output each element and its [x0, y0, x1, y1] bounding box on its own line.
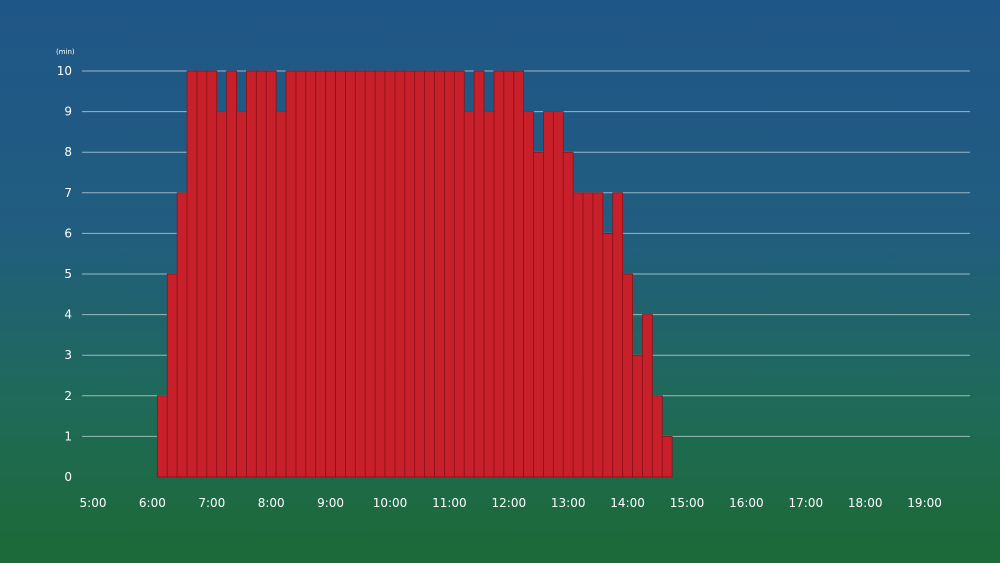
bar-1215 — [523, 111, 534, 478]
x-tick-label: 5:00 — [80, 496, 107, 510]
bar-645 — [196, 70, 208, 478]
bar-1155 — [503, 70, 515, 478]
bar-1015 — [404, 70, 416, 478]
y-tick-label: 1 — [64, 429, 72, 443]
bar-615 — [166, 273, 178, 478]
bar-1055 — [444, 70, 455, 478]
y-tick-label: 10 — [57, 64, 72, 78]
x-tick-label: 13:00 — [551, 496, 586, 510]
x-tick-label: 9:00 — [317, 496, 344, 510]
bar-855 — [325, 70, 336, 478]
y-tick-label: 9 — [64, 105, 72, 119]
bar-835 — [305, 70, 317, 478]
bar-1035 — [424, 70, 435, 478]
y-tick-label: 3 — [64, 348, 72, 362]
bar-705 — [216, 111, 228, 478]
bar-845 — [315, 70, 327, 478]
bar-635 — [186, 70, 198, 478]
y-tick-label: 5 — [64, 267, 72, 281]
bar-625 — [176, 192, 188, 478]
x-tick-label: 10:00 — [373, 496, 408, 510]
bar-825 — [295, 70, 307, 478]
bar-1345 — [612, 192, 624, 478]
bar-1415 — [642, 314, 653, 478]
bar-1255 — [562, 151, 574, 478]
bar-1205 — [513, 70, 525, 478]
y-tick-label: 8 — [64, 145, 72, 159]
bar-715 — [226, 70, 237, 478]
x-axis-ticks: 5:00 6:00 7:00 8:00 9:00 10:00 11:00 12:00 13:00… — [80, 496, 942, 510]
x-tick-label: 7:00 — [198, 496, 225, 510]
bar-1045 — [434, 70, 445, 478]
bar-1305 — [572, 192, 584, 478]
bar-605 — [156, 395, 168, 478]
bar-945 — [374, 70, 386, 478]
x-tick-label: 14:00 — [610, 496, 645, 510]
bar-935 — [364, 70, 376, 478]
bar-805 — [275, 111, 287, 478]
y-tick-label: 0 — [64, 470, 72, 484]
x-tick-label: 15:00 — [670, 496, 705, 510]
bar-1355 — [622, 273, 633, 478]
bar-735 — [246, 70, 257, 478]
bar-1145 — [493, 70, 505, 478]
x-tick-label: 16:00 — [729, 496, 764, 510]
x-tick-label: 17:00 — [789, 496, 824, 510]
x-tick-label: 12:00 — [492, 496, 527, 510]
y-axis-ticks: 0 1 2 3 4 5 6 7 8 9 10 — [57, 64, 72, 484]
bar-1435 — [661, 435, 673, 478]
x-tick-label: 19:00 — [907, 496, 942, 510]
bar-1235 — [543, 111, 554, 478]
bar-915 — [345, 70, 356, 478]
bar-745 — [255, 70, 267, 478]
x-tick-label: 11:00 — [432, 496, 467, 510]
bar-755 — [265, 70, 277, 478]
bar-925 — [354, 70, 366, 478]
bar-955 — [384, 70, 396, 478]
bar-1105 — [453, 70, 465, 478]
bar-1225 — [533, 151, 544, 478]
bar-1025 — [414, 70, 426, 478]
bar-725 — [236, 111, 247, 478]
y-tick-label: 7 — [64, 186, 72, 200]
y-axis-unit-label: (min) — [56, 48, 75, 56]
bar-1405 — [632, 354, 643, 478]
y-tick-label: 2 — [64, 389, 72, 403]
bar-1135 — [483, 111, 495, 478]
bar-1115 — [463, 111, 475, 478]
y-tick-label: 4 — [64, 308, 72, 322]
bar-905 — [335, 70, 346, 478]
bar-1315 — [582, 192, 594, 478]
y-tick-label: 6 — [64, 226, 72, 240]
x-tick-label: 8:00 — [258, 496, 285, 510]
bar-1325 — [592, 192, 604, 478]
bar-655 — [206, 70, 218, 478]
bar-815 — [285, 70, 297, 478]
x-tick-label: 6:00 — [139, 496, 166, 510]
bar-1425 — [651, 395, 663, 478]
bars — [156, 70, 673, 478]
bar-1125 — [473, 70, 485, 478]
bar-1005 — [394, 70, 406, 478]
bar-1245 — [552, 111, 564, 478]
x-tick-label: 18:00 — [848, 496, 883, 510]
bar-1335 — [602, 232, 614, 478]
